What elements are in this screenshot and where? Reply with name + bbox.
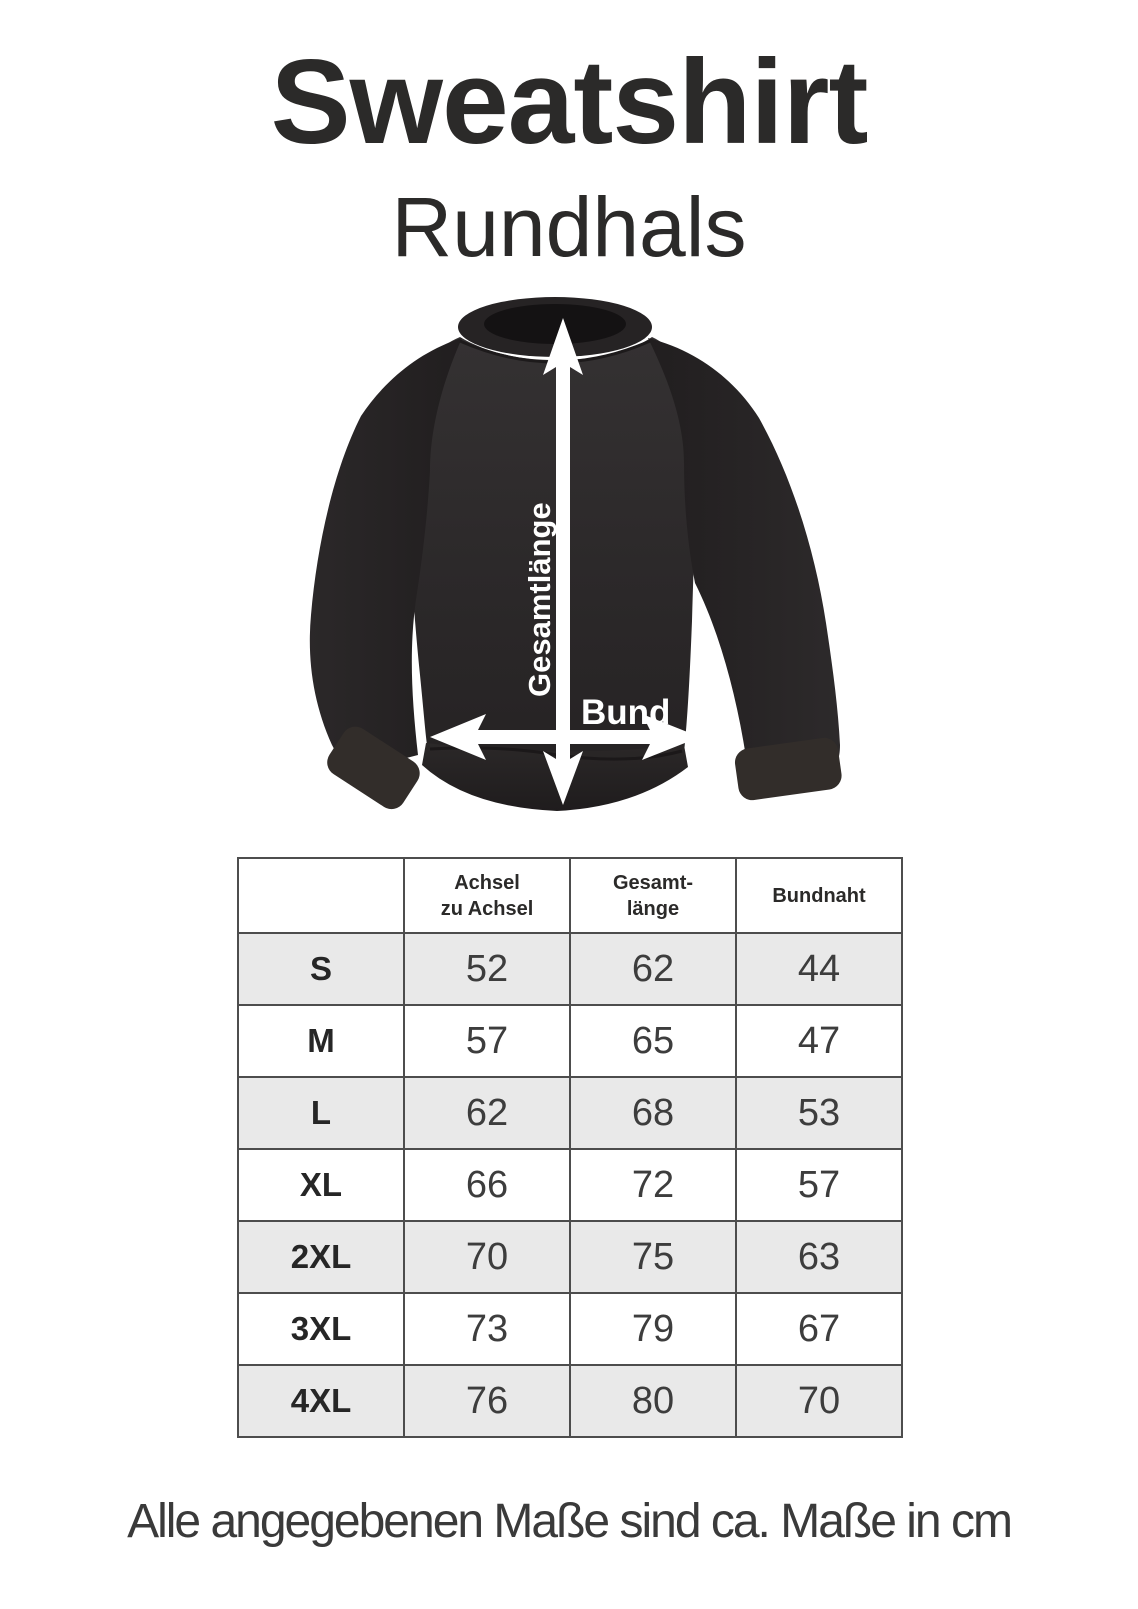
header-gesamtlaenge: Gesamt- länge: [569, 857, 737, 934]
shirt-body: [408, 337, 698, 753]
shirt-collar-opening: [484, 304, 626, 344]
table-row: XL 66 72 57: [237, 1148, 903, 1222]
size-label: 3XL: [237, 1292, 405, 1366]
header-size: [237, 857, 405, 934]
vertical-measure-arrow: [543, 318, 583, 805]
value-gesamtlaenge: 79: [569, 1292, 737, 1366]
gesamtlaenge-label: Gesamtlänge: [522, 502, 557, 697]
value-gesamtlaenge: 80: [569, 1364, 737, 1438]
sweatshirt-measurement-diagram: Gesamtlänge Bund: [300, 293, 845, 820]
value-achsel: 73: [403, 1292, 571, 1366]
value-achsel: 57: [403, 1004, 571, 1078]
size-label: 4XL: [237, 1364, 405, 1438]
value-achsel: 62: [403, 1076, 571, 1150]
bund-label: Bund: [581, 693, 670, 732]
value-bundnaht: 44: [735, 932, 903, 1006]
value-achsel: 52: [403, 932, 571, 1006]
horizontal-measure-arrow: [430, 714, 700, 760]
footer-note: Alle angegebenen Maße sind ca. Maße in c…: [127, 1495, 1013, 1548]
shirt-cuff-left: [327, 726, 420, 810]
value-bundnaht: 67: [735, 1292, 903, 1366]
value-bundnaht: 57: [735, 1148, 903, 1222]
size-table-header-row: Achsel zu Achsel Gesamt- länge Bundnaht: [237, 857, 903, 934]
size-label: S: [237, 932, 405, 1006]
sweatshirt-illustration: Gesamtlänge Bund: [309, 297, 842, 811]
value-gesamtlaenge: 68: [569, 1076, 737, 1150]
value-gesamtlaenge: 65: [569, 1004, 737, 1078]
value-bundnaht: 47: [735, 1004, 903, 1078]
shirt-sleeve-left: [309, 338, 462, 771]
size-label: M: [237, 1004, 405, 1078]
value-achsel: 76: [403, 1364, 571, 1438]
table-row: S 52 62 44: [237, 932, 903, 1006]
table-row: 3XL 73 79 67: [237, 1292, 903, 1366]
table-row: 2XL 70 75 63: [237, 1220, 903, 1294]
value-achsel: 70: [403, 1220, 571, 1294]
size-label: XL: [237, 1148, 405, 1222]
value-gesamtlaenge: 72: [569, 1148, 737, 1222]
table-row: L 62 68 53: [237, 1076, 903, 1150]
shirt-sleeve-right: [648, 338, 840, 775]
page-subtitle: Rundhals: [391, 180, 747, 274]
page-title: Sweatshirt: [270, 35, 869, 169]
value-bundnaht: 63: [735, 1220, 903, 1294]
value-bundnaht: 53: [735, 1076, 903, 1150]
header-achsel-zu-achsel: Achsel zu Achsel: [403, 857, 571, 934]
size-label: L: [237, 1076, 405, 1150]
shirt-cuff-right: [734, 737, 842, 801]
size-table: Achsel zu Achsel Gesamt- länge Bundnaht …: [237, 857, 903, 1438]
table-row: M 57 65 47: [237, 1004, 903, 1078]
value-gesamtlaenge: 75: [569, 1220, 737, 1294]
value-achsel: 66: [403, 1148, 571, 1222]
table-row: 4XL 76 80 70: [237, 1364, 903, 1438]
value-bundnaht: 70: [735, 1364, 903, 1438]
size-label: 2XL: [237, 1220, 405, 1294]
value-gesamtlaenge: 62: [569, 932, 737, 1006]
header-bundnaht: Bundnaht: [735, 857, 903, 934]
